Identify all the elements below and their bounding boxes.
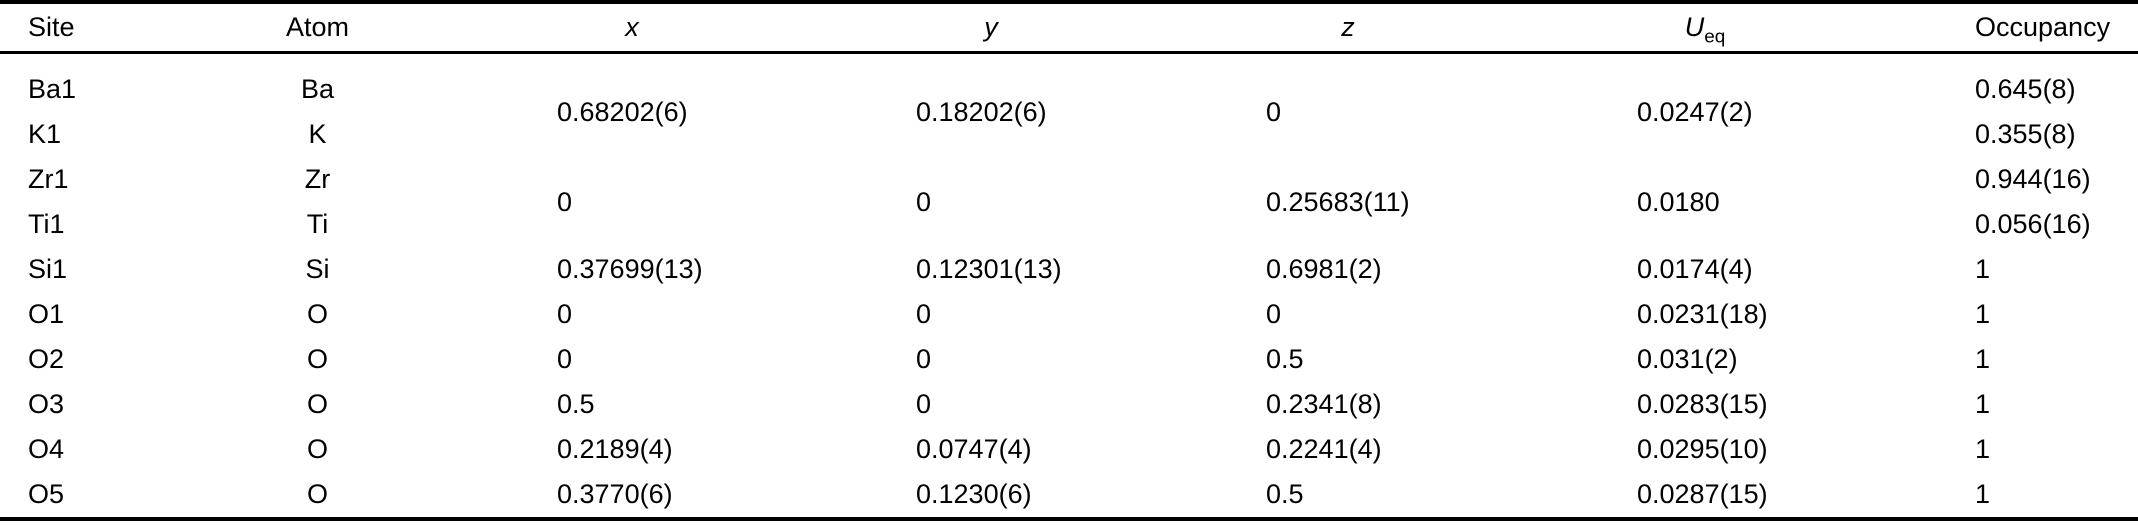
column-header-y: y: [795, 2, 1155, 54]
table-row: K1 K 0.355(8): [0, 112, 2138, 157]
cell-atom: Ti: [306, 209, 329, 239]
cell-site: O3: [28, 389, 65, 419]
table-row: Zr1 Zr 0 0 0.25683(11) 0.0180 0.944(16): [0, 157, 2138, 217]
cell-ueq-shared: 0.0247(2): [1637, 96, 1753, 127]
cell-site: O5: [28, 479, 65, 509]
cell-x: 0: [557, 344, 573, 374]
cell-ueq: 0.0283(15): [1637, 389, 1768, 419]
cell-atom: O: [306, 299, 328, 329]
cell-atom: O: [306, 344, 328, 374]
cell-x: 0.5: [557, 389, 595, 419]
cell-site: O4: [28, 434, 65, 464]
cell-occupancy: 1: [1975, 299, 1991, 329]
cell-atom: Ba: [300, 74, 335, 104]
cell-x: 0.37699(13): [557, 254, 703, 284]
cell-occupancy: 0.645(8): [1975, 74, 2076, 104]
cell-atom: Si: [305, 254, 330, 284]
cell-z: 0.5: [1266, 479, 1304, 509]
cell-site: K1: [28, 119, 62, 149]
cell-ueq: 0.0231(18): [1637, 299, 1768, 329]
cell-x: 0: [557, 299, 573, 329]
cell-ueq: 0.0295(10): [1637, 434, 1768, 464]
cell-site: Si1: [28, 254, 68, 284]
table-row: Ba1 Ba 0.68202(6) 0.18202(6) 0 0.0247(2)…: [0, 53, 2138, 127]
cell-occupancy: 1: [1975, 344, 1991, 374]
cell-ueq: 0.031(2): [1637, 344, 1738, 374]
cell-y-shared: 0: [916, 186, 932, 217]
cell-site: O1: [28, 299, 65, 329]
column-header-site: Site: [0, 2, 190, 54]
header-row: Site Atom x y z Ueq Occupancy: [0, 2, 2138, 54]
column-header-ueq: Ueq: [1515, 2, 1875, 54]
cell-z: 0.2241(4): [1266, 434, 1382, 464]
table-row: O3 O 0.5 0 0.2341(8) 0.0283(15) 1: [0, 382, 2138, 427]
cell-ueq: 0.0174(4): [1637, 254, 1753, 284]
cell-occupancy: 0.944(16): [1975, 164, 2091, 194]
cell-atom: O: [306, 479, 328, 509]
cell-atom: K: [308, 119, 327, 149]
cell-y: 0: [916, 344, 932, 374]
column-header-x: x: [445, 2, 795, 54]
column-header-atom: Atom: [190, 2, 445, 54]
cell-y: 0: [916, 389, 932, 419]
cell-occupancy: 1: [1975, 254, 1991, 284]
cell-occupancy: 0.056(16): [1975, 209, 2091, 239]
cell-site: Zr1: [28, 164, 69, 194]
cell-occupancy: 1: [1975, 389, 1991, 419]
cell-atom: Zr: [304, 164, 331, 194]
cell-occupancy: 1: [1975, 434, 1991, 464]
table-row: Si1 Si 0.37699(13) 0.12301(13) 0.6981(2)…: [0, 247, 2138, 292]
table-row: O2 O 0 0 0.5 0.031(2) 1: [0, 337, 2138, 382]
cell-z: 0: [1266, 299, 1282, 329]
table-row: Ti1 Ti 0.056(16): [0, 202, 2138, 247]
table-row: O4 O 0.2189(4) 0.0747(4) 0.2241(4) 0.029…: [0, 427, 2138, 472]
cell-z-shared: 0.25683(11): [1266, 186, 1410, 217]
column-header-occupancy: Occupancy: [1875, 2, 2138, 54]
cell-atom: O: [306, 434, 328, 464]
cell-x-shared: 0: [557, 186, 573, 217]
cell-occupancy: 1: [1975, 479, 1991, 509]
cell-y: 0.1230(6): [916, 479, 1032, 509]
cell-z-shared: 0: [1266, 96, 1282, 127]
cell-occupancy: 0.355(8): [1975, 119, 2076, 149]
cell-x: 0.3770(6): [557, 479, 673, 509]
cell-z: 0.5: [1266, 344, 1304, 374]
cell-z: 0.2341(8): [1266, 389, 1382, 419]
cell-ueq-shared: 0.0180: [1637, 186, 1720, 217]
cell-y-shared: 0.18202(6): [916, 96, 1047, 127]
cell-z: 0.6981(2): [1266, 254, 1382, 284]
cell-atom: O: [306, 389, 328, 419]
cell-y: 0.12301(13): [916, 254, 1062, 284]
table-row: O5 O 0.3770(6) 0.1230(6) 0.5 0.0287(15) …: [0, 472, 2138, 519]
cell-y: 0.0747(4): [916, 434, 1032, 464]
cell-y: 0: [916, 299, 932, 329]
cell-x-shared: 0.68202(6): [557, 96, 688, 127]
cell-x: 0.2189(4): [557, 434, 673, 464]
cell-ueq: 0.0287(15): [1637, 479, 1768, 509]
column-header-z: z: [1155, 2, 1515, 54]
cell-site: Ba1: [28, 74, 77, 104]
cell-site: O2: [28, 344, 65, 374]
cell-site: Ti1: [28, 209, 65, 239]
table-row: O1 O 0 0 0 0.0231(18) 1: [0, 292, 2138, 337]
